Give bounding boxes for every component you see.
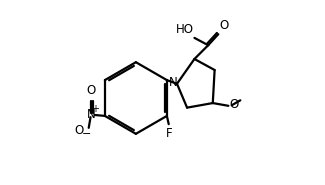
Text: O: O <box>229 98 238 111</box>
Text: O: O <box>74 124 84 137</box>
Text: N: N <box>169 76 178 89</box>
Text: N: N <box>87 108 96 122</box>
Text: −: − <box>82 129 92 139</box>
Text: O: O <box>219 19 228 32</box>
Text: O: O <box>87 84 96 97</box>
Text: +: + <box>91 105 99 115</box>
Text: F: F <box>165 127 172 140</box>
Text: HO: HO <box>176 23 193 36</box>
